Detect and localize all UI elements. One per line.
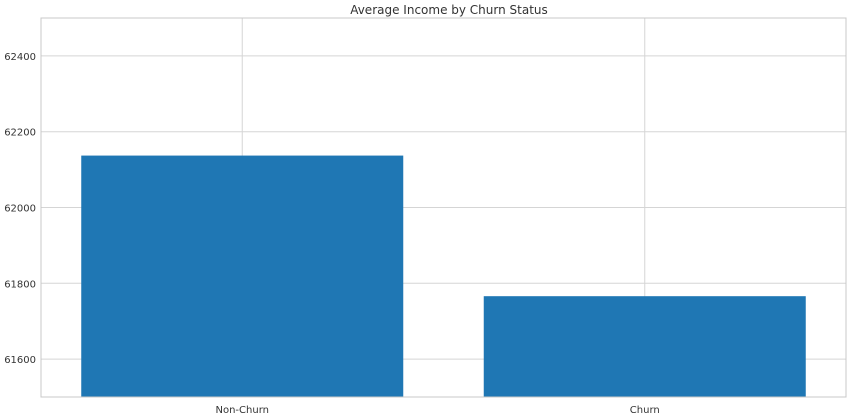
x-axis-ticks: Non-Churn Churn [216,405,660,416]
y-tick-label: 62400 [4,52,36,63]
plot-frame [40,17,847,398]
y-tick-label: 62200 [4,128,36,139]
bars [81,155,806,397]
x-tick-label: Churn [630,405,660,416]
y-tick-label: 61600 [4,355,36,366]
x-tick-label: Non-Churn [216,405,269,416]
y-axis-ticks: 61600 61800 62000 62200 62400 [4,52,36,366]
y-tick-label: 62000 [4,204,36,215]
y-tick-label: 61800 [4,279,36,290]
chart-title: Average Income by Churn Status [350,3,548,17]
bar-churn [483,296,806,397]
bar-non-churn [81,155,404,397]
